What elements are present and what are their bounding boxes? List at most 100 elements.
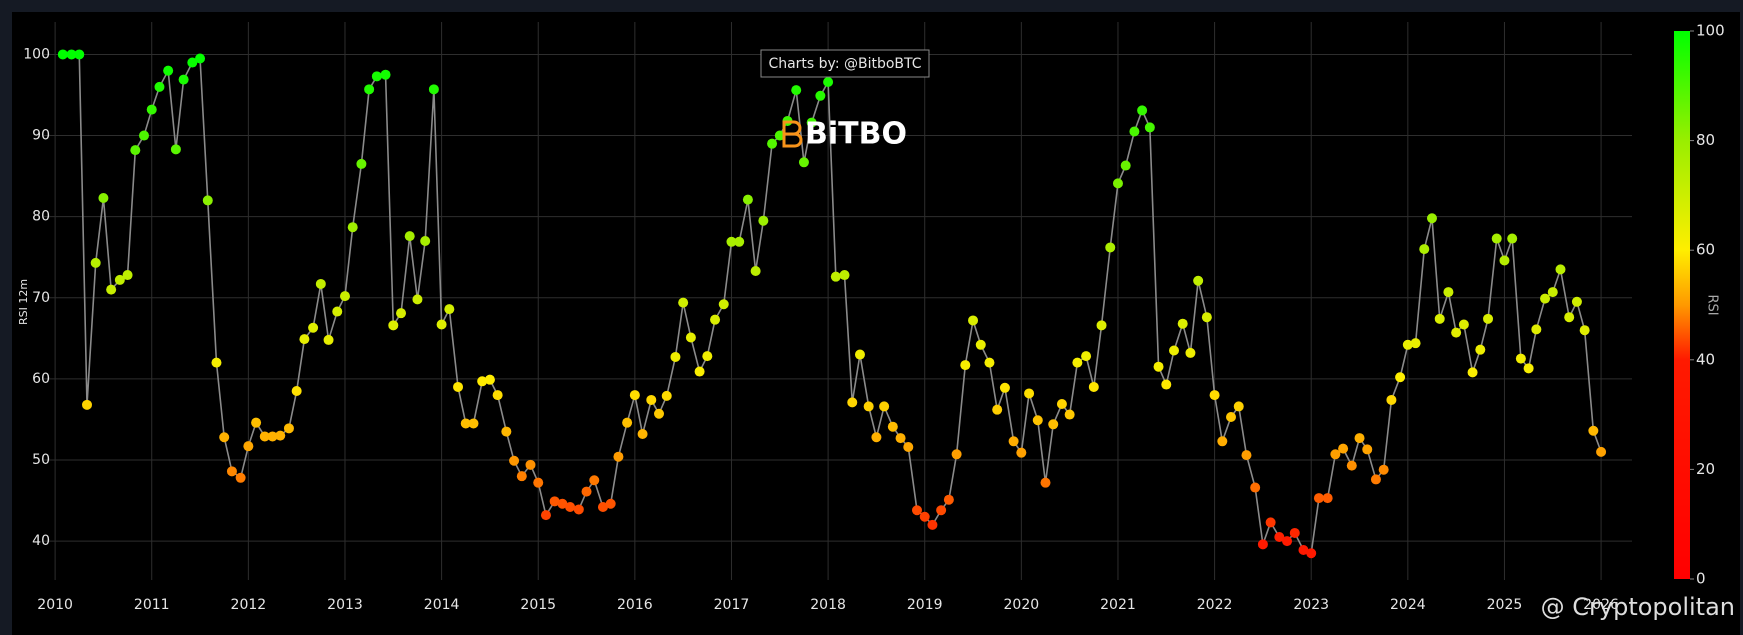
rsi-point	[81, 399, 92, 410]
rsi-point	[195, 53, 206, 64]
rsi-point	[1330, 449, 1341, 460]
rsi-point	[1112, 178, 1123, 189]
colorbar-tick-label: 0	[1696, 570, 1706, 588]
rsi-point	[1201, 312, 1212, 323]
rsi-point	[670, 351, 681, 362]
rsi-point	[154, 81, 165, 92]
rsi-point	[1105, 242, 1116, 253]
rsi-point	[742, 194, 753, 205]
x-tick-label: 2024	[1390, 597, 1426, 613]
colorbar-tick-label: 60	[1696, 241, 1715, 259]
rsi-point	[1386, 394, 1397, 405]
rsi-point	[259, 431, 270, 442]
rsi-point	[694, 366, 705, 377]
rsi-point	[1410, 338, 1421, 349]
rsi-point	[597, 502, 608, 513]
rsi-point	[854, 349, 865, 360]
rsi-point	[1144, 122, 1155, 133]
rsi-point	[936, 505, 947, 516]
annotation: Charts by: @BitboBTC	[768, 56, 921, 72]
rsi-point	[646, 394, 657, 405]
rsi-point	[806, 117, 817, 128]
rsi-point	[1596, 446, 1607, 457]
rsi-point	[895, 433, 906, 444]
y-tick-label: 70	[32, 290, 50, 306]
y-tick-label: 60	[32, 371, 50, 387]
rsi-point	[1531, 324, 1542, 335]
rsi-point	[927, 519, 938, 530]
rsi-point	[364, 84, 375, 95]
rsi-point	[1120, 160, 1131, 171]
rsi-point	[549, 496, 560, 507]
rsi-point	[1451, 327, 1462, 338]
rsi-point	[661, 390, 672, 401]
rsi-point	[1129, 126, 1140, 137]
rsi-point	[308, 322, 319, 333]
rsi-point	[887, 421, 898, 432]
rsi-point	[1096, 320, 1107, 331]
rsi-point	[767, 138, 778, 149]
rsi-point	[1088, 381, 1099, 392]
rsi-point	[605, 498, 616, 509]
rsi-point	[1306, 548, 1317, 559]
rsi-point	[1274, 532, 1285, 543]
rsi-point	[444, 304, 455, 315]
rsi-point	[299, 334, 310, 345]
rsi-point	[1555, 264, 1566, 275]
rsi-point	[396, 308, 407, 319]
rsi-point	[1402, 339, 1413, 350]
rsi-point	[637, 429, 648, 440]
rsi-point	[1443, 287, 1454, 298]
rsi-point	[911, 505, 922, 516]
rsi-point	[1322, 493, 1333, 504]
watermark-logo	[782, 120, 803, 148]
x-tick-label: 2020	[1004, 597, 1040, 613]
rsi-point	[1257, 539, 1268, 550]
x-tick-label: 2026	[1583, 597, 1619, 613]
rsi-point	[815, 90, 826, 101]
rsi-point	[1193, 275, 1204, 286]
rsi-point	[581, 486, 592, 497]
colorbar-tick-label: 20	[1696, 460, 1715, 478]
rsi-point	[347, 222, 358, 233]
rsi-point	[798, 157, 809, 168]
rsi-point	[1483, 313, 1494, 324]
rsi-point	[791, 85, 802, 96]
rsi-point	[1419, 244, 1430, 255]
rsi-point	[943, 494, 954, 505]
x-tick-label: 2019	[907, 597, 943, 613]
rsi-point	[1226, 411, 1237, 422]
rsi-point	[163, 65, 174, 76]
rsi-point	[57, 49, 68, 60]
rsi-point	[436, 319, 447, 330]
rsi-point	[1467, 367, 1478, 378]
colorbar-tick-label: 100	[1696, 22, 1725, 40]
rsi-point	[1008, 436, 1019, 447]
x-tick-label: 2015	[520, 597, 556, 613]
watermark: BiTBO	[805, 117, 907, 152]
rsi-point	[412, 294, 423, 305]
rsi-point	[533, 477, 544, 488]
rsi-point	[1588, 425, 1599, 436]
rsi-point	[1523, 363, 1534, 374]
x-tick-label: 2017	[714, 597, 750, 613]
rsi-point	[178, 74, 189, 85]
x-tick-label: 2023	[1293, 597, 1329, 613]
rsi-point	[999, 382, 1010, 393]
rsi-point	[830, 271, 841, 282]
x-tick-label: 2014	[424, 597, 460, 613]
colorbar-title: RSI	[1705, 294, 1720, 315]
rsi-point	[1056, 399, 1067, 410]
rsi-point	[734, 236, 745, 247]
colorbar-tick-label: 40	[1696, 350, 1715, 368]
x-tick-label: 2010	[37, 597, 73, 613]
rsi-point	[589, 475, 600, 486]
rsi-point	[678, 297, 689, 308]
rsi-point	[516, 471, 527, 482]
rsi-point	[315, 278, 326, 289]
rsi-point	[919, 511, 930, 522]
x-tick-label: 2011	[134, 597, 170, 613]
rsi-point	[1499, 255, 1510, 266]
rsi-point	[275, 430, 286, 441]
